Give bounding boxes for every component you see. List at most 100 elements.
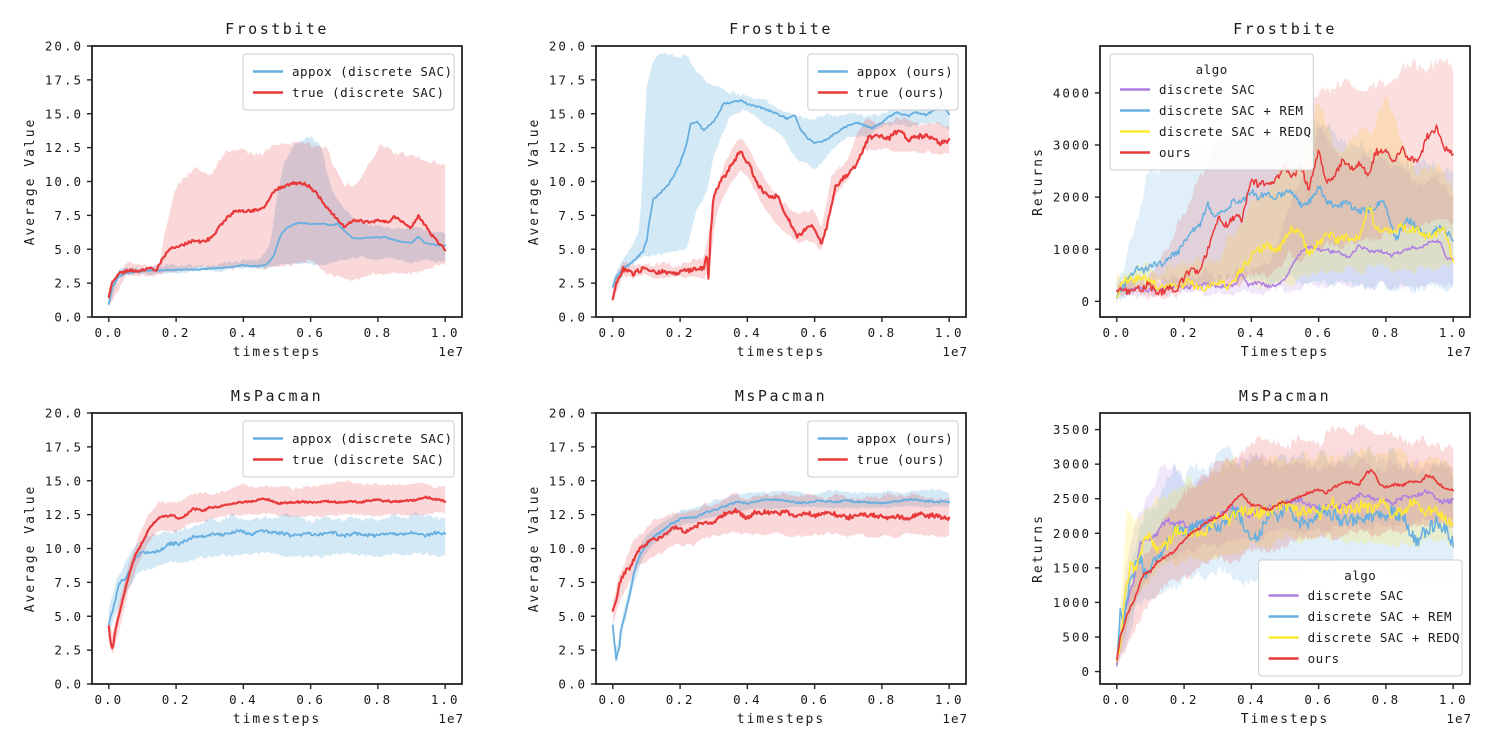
y-tick-label: 5.0: [54, 242, 83, 257]
y-tick-label: 20.0: [45, 39, 83, 54]
x-tick-label: 0.4: [1237, 692, 1266, 707]
legend-box: [242, 53, 455, 111]
x-axis-label: timesteps: [737, 712, 825, 727]
legend-box: [242, 420, 455, 478]
y-tick-label: 2.5: [54, 276, 83, 291]
plot-area: [1099, 45, 1471, 318]
series-line-discrete-sac: [1116, 239, 1454, 294]
legend-label-true: true (ours): [857, 452, 945, 467]
y-tick-label: 1000: [1053, 595, 1091, 610]
x-tick-label: 0.4: [229, 692, 258, 707]
legend-label-discrete-sac-rem: discrete SAC + REM: [1159, 103, 1303, 118]
y-axis-label: Average Value: [23, 118, 38, 246]
x-tick-label: 1.0: [431, 692, 460, 707]
x-tick-label: 0.8: [868, 325, 897, 340]
y-tick-label: 1000: [1053, 242, 1091, 257]
y-tick-label: 20.0: [549, 39, 587, 54]
y-tick-label: 15.0: [549, 473, 587, 488]
y-tick-label: 2000: [1053, 526, 1091, 541]
series-line-appox: [611, 497, 951, 661]
x-tick-label: 0.2: [1170, 325, 1199, 340]
axis-offset-label: 1e7: [942, 344, 968, 359]
x-tick-label: 0.8: [364, 692, 393, 707]
x-tick-label: 0.2: [162, 325, 191, 340]
x-tick-label: 0.4: [1237, 325, 1266, 340]
y-tick-label: 2500: [1053, 491, 1091, 506]
plot-area: [1099, 412, 1471, 685]
x-tick-label: 0.6: [800, 325, 829, 340]
legend: appox (discrete SAC) true (discrete SAC): [242, 420, 455, 478]
chart-title: Frostbite: [225, 20, 329, 38]
y-tick-label: 2.5: [558, 276, 587, 291]
series-line-appox: [611, 99, 951, 288]
legend-label-appox: appox (ours): [857, 64, 953, 79]
y-tick-label: 17.5: [45, 72, 83, 87]
legend-title: algo: [1196, 62, 1228, 77]
axis-offset-label: 1e7: [1446, 344, 1472, 359]
x-tick-label: 0.6: [1304, 325, 1333, 340]
y-tick-label: 7.5: [558, 575, 587, 590]
x-tick-label: 0.6: [296, 692, 325, 707]
y-tick-label: 20.0: [45, 406, 83, 421]
series-line-appox: [107, 221, 447, 305]
x-tick-label: 0.2: [1170, 692, 1199, 707]
legend-label-appox: appox (discrete SAC): [292, 431, 453, 446]
y-tick-label: 0.0: [558, 677, 587, 692]
confidence-band-appox: [108, 136, 446, 308]
x-axis-label: timesteps: [233, 712, 321, 727]
legend-label-true: true (discrete SAC): [292, 85, 445, 100]
plot-region: [107, 136, 447, 308]
x-tick-label: 0.4: [229, 325, 258, 340]
chart-frostbite-returns-comparison: 0.0 0.2 0.4 0.6 0.8 1.0 0 1000 2000 3000 4000 Frost…: [1008, 0, 1512, 367]
y-tick-label: 10.0: [549, 174, 587, 189]
y-tick-label: 3000: [1053, 457, 1091, 472]
x-tick-label: 0.6: [1304, 692, 1333, 707]
x-axis-label: timesteps: [233, 345, 321, 360]
legend-label-appox: appox (discrete SAC): [292, 64, 453, 79]
x-tick-label: 0.4: [733, 325, 762, 340]
axis-offset-label: 1e7: [438, 344, 464, 359]
series-line-ours: [1115, 468, 1455, 661]
y-tick-label: 7.5: [54, 208, 83, 223]
y-tick-label: 7.5: [54, 575, 83, 590]
chart-canvas: 0.0 0.2 0.4 0.6 0.8 1.0 0 1000 2000 3000 4000 Frost…: [1031, 20, 1472, 360]
legend-label-true: true (discrete SAC): [292, 452, 445, 467]
y-tick-label: 4000: [1053, 85, 1091, 100]
series-line-appox: [107, 528, 447, 626]
x-tick-label: 0.8: [364, 325, 393, 340]
y-tick-label: 5.0: [558, 242, 587, 257]
x-tick-label: 0.6: [296, 325, 325, 340]
y-tick-label: 0: [1081, 294, 1091, 309]
chart-title: MsPacman: [1239, 387, 1331, 405]
plot-region: [1115, 423, 1455, 669]
axis-offset-label: 1e7: [942, 711, 968, 726]
y-tick-label: 2.5: [558, 643, 587, 658]
y-tick-label: 20.0: [549, 406, 587, 421]
chart-title: Frostbite: [729, 20, 833, 38]
plot-region: [611, 52, 951, 303]
series-line-true: [107, 180, 447, 299]
chart-mspacman-value-discrete-sac: 0.0 0.2 0.4 0.6 0.8 1.0 0.0 2.5 5.0 7.5 10.0 12.5 15…: [0, 367, 504, 734]
y-tick-label: 12.5: [549, 140, 587, 155]
x-axis-label: Timesteps: [1241, 345, 1329, 360]
confidence-band-appox: [108, 511, 446, 634]
legend-label-true: true (ours): [857, 85, 945, 100]
y-tick-label: 15.0: [45, 106, 83, 121]
chart-frostbite-value-discrete-sac: 0.0 0.2 0.4 0.6 0.8 1.0 0.0 2.5 5.0 7.5 10.0 12.5 15…: [0, 0, 504, 367]
legend-label-discrete-sac-redq: discrete SAC + REDQ: [1159, 124, 1312, 139]
legend-box: [807, 53, 959, 111]
confidence-band-appox: [612, 52, 950, 291]
y-tick-label: 12.5: [45, 140, 83, 155]
y-tick-label: 10.0: [549, 541, 587, 556]
legend-label-ours: ours: [1159, 145, 1191, 160]
confidence-band-true: [108, 480, 446, 655]
x-tick-label: 0.8: [1372, 692, 1401, 707]
legend-label-discrete-sac: discrete SAC: [1159, 82, 1255, 97]
y-tick-label: 2000: [1053, 190, 1091, 205]
legend-label-ours: ours: [1308, 651, 1340, 666]
x-tick-label: 1.0: [935, 325, 964, 340]
x-tick-label: 0.4: [733, 692, 762, 707]
series-line-true: [611, 507, 951, 612]
y-tick-label: 12.5: [45, 507, 83, 522]
chart-canvas: 0.0 0.2 0.4 0.6 0.8 1.0 0.0 2.5 5.0 7.5 10.0 12.5 15…: [527, 20, 968, 360]
